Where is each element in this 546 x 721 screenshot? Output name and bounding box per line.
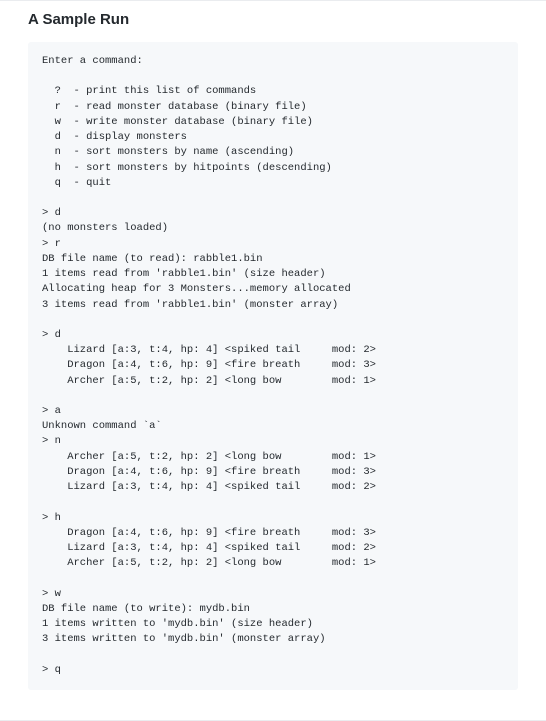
section-heading: A Sample Run <box>28 11 530 28</box>
terminal-output: Enter a command: ? - print this list of … <box>28 42 518 690</box>
content-container: A Sample Run Enter a command: ? - print … <box>0 0 546 706</box>
